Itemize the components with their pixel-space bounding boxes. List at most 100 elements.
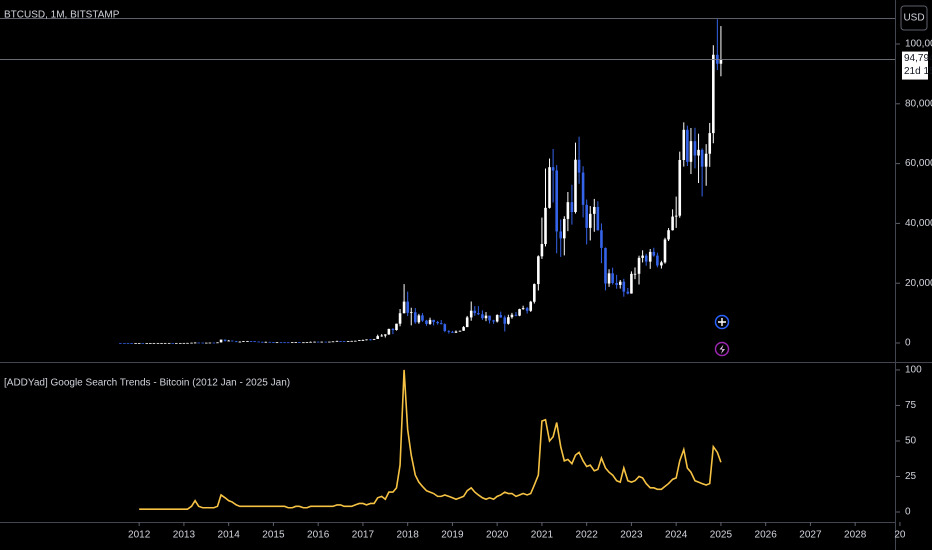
alert-icon[interactable] <box>714 314 730 330</box>
candle-body <box>253 341 256 343</box>
candle-body <box>492 320 495 322</box>
candle-body <box>380 335 384 337</box>
candle-body <box>305 342 309 343</box>
candle-body <box>481 314 484 319</box>
candle-body <box>454 331 458 333</box>
candle-body <box>238 341 242 343</box>
candle-body <box>555 170 558 232</box>
x-tick-label: 2026 <box>755 530 778 541</box>
x-tick-label: 2027 <box>799 530 822 541</box>
candle-body <box>369 339 372 341</box>
candle-body <box>219 339 223 343</box>
candle-body <box>671 216 674 231</box>
x-tick-label: 2017 <box>352 530 375 541</box>
x-tick-label: 2028 <box>844 530 867 541</box>
candle-body <box>577 159 581 173</box>
candle-body <box>618 281 622 285</box>
candle-body <box>193 342 197 344</box>
candle-body <box>615 283 618 285</box>
candle-body <box>432 319 435 322</box>
candle-body <box>186 342 189 344</box>
candle-body <box>443 324 447 331</box>
candle-body <box>260 341 264 343</box>
x-tick-label: 2023 <box>620 530 643 541</box>
candle-body <box>592 206 596 214</box>
chart-title: BTCUSD, 1M, BITSTAMP <box>4 10 120 21</box>
candle-body <box>264 341 268 343</box>
y-tick-label: 100 <box>905 365 922 376</box>
candle-body <box>294 342 298 343</box>
candle-body <box>279 342 283 344</box>
candle-body <box>484 315 488 319</box>
candle-body <box>275 342 279 344</box>
candle-body <box>693 141 697 156</box>
candle-body <box>313 341 316 343</box>
candle-body <box>190 342 193 344</box>
candle-body <box>678 160 682 216</box>
y-tick-label: 80,000 <box>905 98 932 109</box>
y-tick-label: 50 <box>905 436 917 447</box>
candle-body <box>663 239 667 263</box>
candle-body <box>704 153 708 167</box>
candle-body <box>529 301 533 311</box>
candle-body <box>499 315 503 318</box>
candle-body <box>316 341 320 343</box>
candle-body <box>604 247 607 284</box>
candle-body <box>283 342 286 344</box>
candle-body <box>234 341 238 343</box>
candle-body <box>249 341 253 342</box>
candle-body <box>290 342 294 344</box>
y-tick-label: 60,000 <box>905 158 932 169</box>
candle-body <box>510 314 514 318</box>
candle-body <box>622 281 626 292</box>
x-tick-label: 2018 <box>397 530 420 541</box>
candle-body <box>230 340 234 342</box>
candle-body <box>660 262 663 266</box>
candle-body <box>272 342 275 343</box>
candle-body <box>130 342 133 344</box>
candle-body <box>331 341 335 343</box>
candle-body <box>212 342 216 344</box>
event-icon[interactable] <box>714 341 730 357</box>
x-tick-label: 2014 <box>218 530 241 541</box>
candle-body <box>409 312 413 314</box>
candle-body <box>451 331 454 333</box>
candle-body <box>607 273 611 284</box>
currency-label[interactable]: USD <box>903 13 924 24</box>
candle-body <box>562 218 566 239</box>
candle-body <box>686 129 689 162</box>
indicator-title: [ADDYad] Google Search Trends - Bitcoin … <box>4 378 290 389</box>
candle-body <box>223 339 227 341</box>
candle-body <box>354 340 357 342</box>
candle-body <box>123 342 126 344</box>
candle-body <box>208 342 212 344</box>
x-tick-label: 2012 <box>128 530 151 541</box>
x-tick-label: 2022 <box>576 530 599 541</box>
candle-body <box>156 342 160 344</box>
candle-body <box>548 167 551 208</box>
candle-body <box>387 328 391 335</box>
y-tick-label: 0 <box>905 507 911 518</box>
candle-body <box>488 315 491 321</box>
candle-body <box>182 342 186 344</box>
candle-body <box>566 202 570 219</box>
candle-body <box>689 141 693 162</box>
candle-body <box>495 315 499 322</box>
candle-body <box>302 342 305 344</box>
candle-body <box>246 341 249 342</box>
y-tick-label: 100,000 <box>905 39 932 50</box>
candle-body <box>391 328 395 331</box>
candle-body <box>630 273 633 294</box>
candle-body <box>137 342 141 344</box>
candle-body <box>708 133 712 154</box>
candle-body <box>298 342 301 343</box>
currency-button[interactable] <box>900 5 928 31</box>
candle-body <box>551 167 555 171</box>
candle-body <box>521 308 525 310</box>
candle-body <box>518 309 521 316</box>
candle-body <box>585 204 588 228</box>
candle-body <box>514 314 518 316</box>
candle-body <box>436 321 439 324</box>
